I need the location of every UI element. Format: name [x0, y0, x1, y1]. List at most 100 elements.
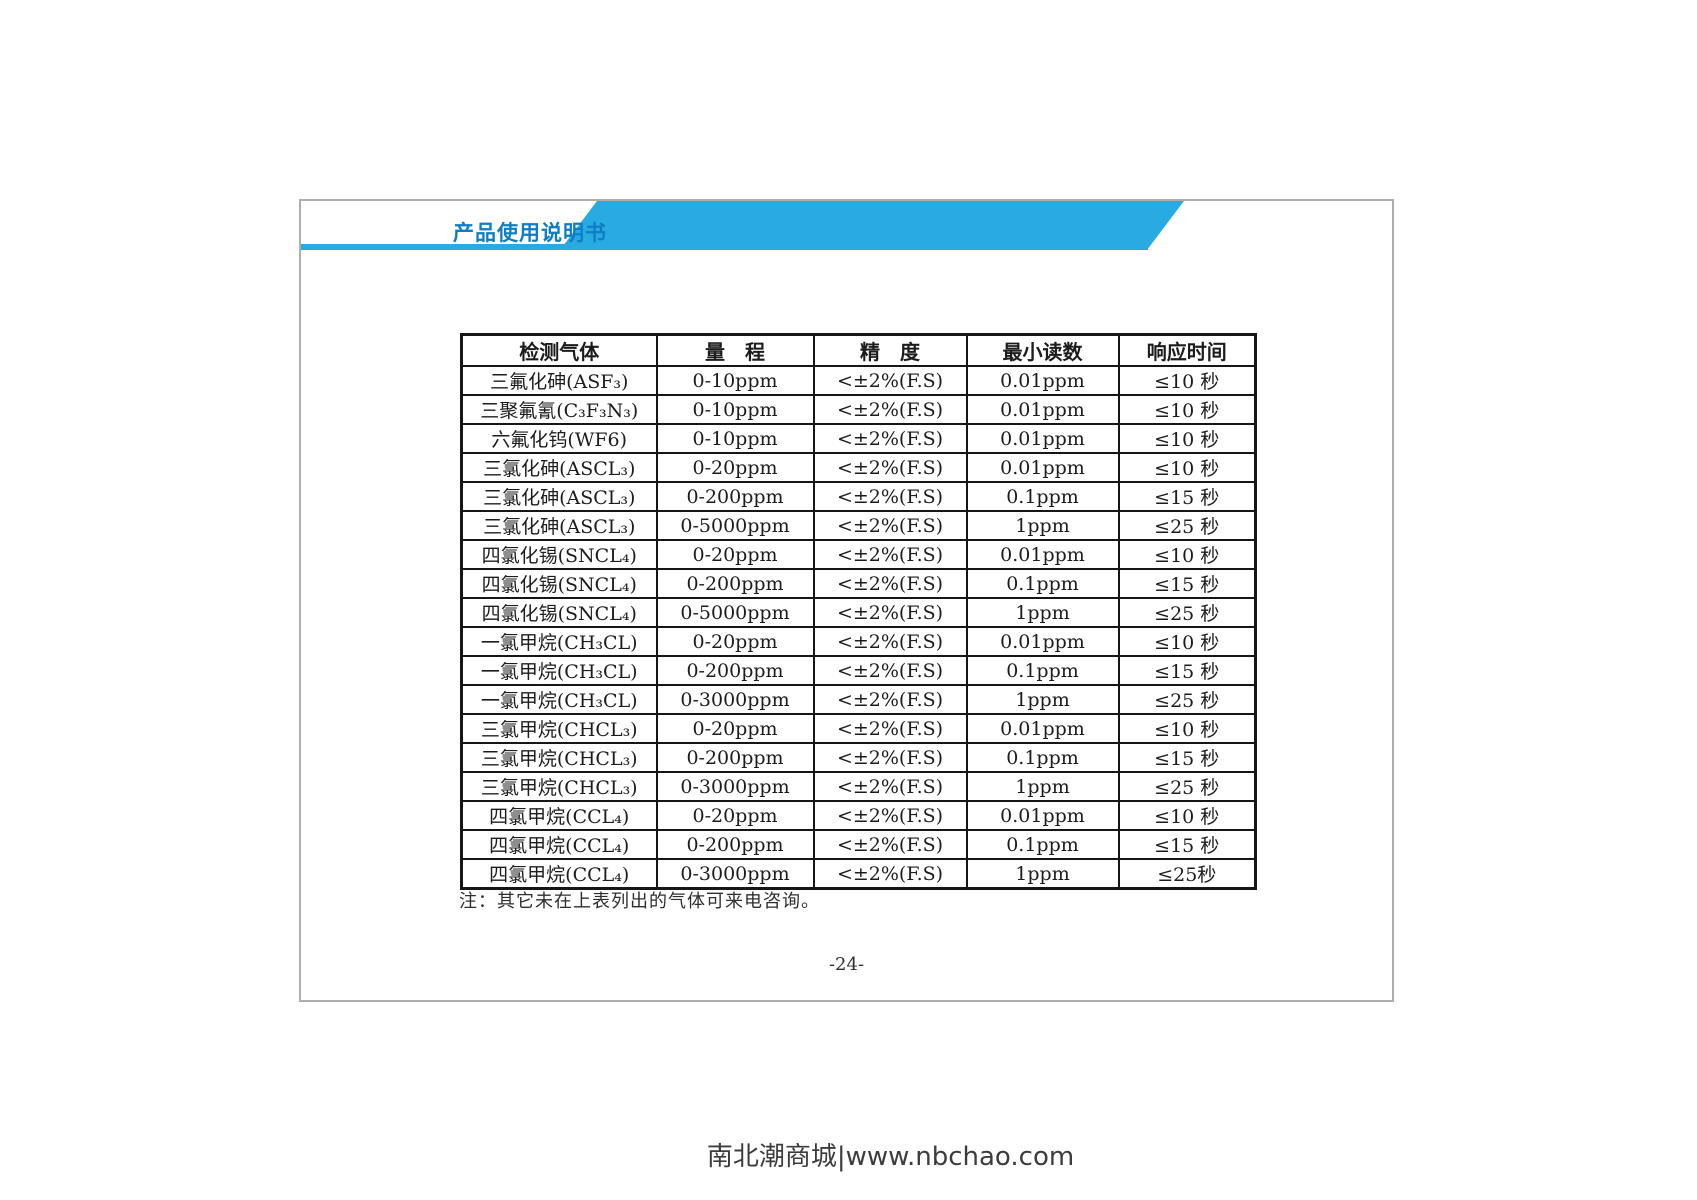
table-cell: 一氯甲烷(CH₃CL) [460, 684, 658, 715]
table-cell: 三聚氟氰(C₃F₃N₃) [460, 394, 658, 425]
table-row: 四氯甲烷(CCL₄) 0-200ppm <±2%(F.S) 0.1ppm ≤15 秒 [460, 829, 1257, 860]
table-cell: ≤10 秒 [1117, 800, 1257, 831]
table-cell: 0-200ppm [655, 655, 815, 686]
table-row: 三氟化砷(ASF₃) 0-10ppm <±2%(F.S) 0.01ppm ≤10 秒 [460, 365, 1257, 396]
table-cell: 1ppm [965, 858, 1120, 890]
table-cell: <±2%(F.S) [812, 829, 968, 860]
table-cell: <±2%(F.S) [812, 452, 968, 483]
col-header-precision: 精 度 [812, 333, 968, 367]
table-row: 三氯化砷(ASCL₃) 0-20ppm <±2%(F.S) 0.01ppm ≤10 秒 [460, 452, 1257, 483]
table-cell: 0-200ppm [655, 568, 815, 599]
table-row: 三聚氟氰(C₃F₃N₃) 0-10ppm <±2%(F.S) 0.01ppm ≤10 秒 [460, 394, 1257, 425]
table-cell: 0.1ppm [965, 481, 1120, 512]
table-cell: 0-20ppm [655, 539, 815, 570]
table-cell: 三氯甲烷(CHCL₃) [460, 742, 658, 773]
table-cell: <±2%(F.S) [812, 771, 968, 802]
page-title: 产品使用说明书 [453, 222, 607, 245]
table-row: 六氟化钨(WF6) 0-10ppm <±2%(F.S) 0.01ppm ≤10 秒 [460, 423, 1257, 454]
table-cell: 0.01ppm [965, 539, 1120, 570]
table-cell: 0.1ppm [965, 568, 1120, 599]
table-cell: <±2%(F.S) [812, 568, 968, 599]
table-cell: 六氟化钨(WF6) [460, 423, 658, 454]
table-cell: 0-20ppm [655, 626, 815, 657]
table-cell: 0-3000ppm [655, 684, 815, 715]
table-cell: 1ppm [965, 510, 1120, 541]
table-row: 一氯甲烷(CH₃CL) 0-20ppm <±2%(F.S) 0.01ppm ≤10 秒 [460, 626, 1257, 657]
table-cell: 三氯化砷(ASCL₃) [460, 481, 658, 512]
table-cell: 四氯化锡(SNCL₄) [460, 568, 658, 599]
table-cell: 0-10ppm [655, 365, 815, 396]
table-row: 三氯甲烷(CHCL₃) 0-200ppm <±2%(F.S) 0.1ppm ≤15 秒 [460, 742, 1257, 773]
table-cell: ≤25 秒 [1117, 597, 1257, 628]
col-header-min-reading: 最小读数 [965, 333, 1120, 367]
gas-spec-table: 检测气体 量 程 精 度 最小读数 响应时间 三氟化砷(ASF₃) 0-10ppm… [460, 333, 1257, 890]
table-cell: 1ppm [965, 771, 1120, 802]
table-row: 一氯甲烷(CH₃CL) 0-3000ppm <±2%(F.S) 1ppm ≤25 秒 [460, 684, 1257, 715]
table-cell: 0-200ppm [655, 829, 815, 860]
table-cell: ≤10 秒 [1117, 626, 1257, 657]
table-cell: 0.01ppm [965, 626, 1120, 657]
table-cell: 三氯甲烷(CHCL₃) [460, 771, 658, 802]
table-cell: ≤25 秒 [1117, 510, 1257, 541]
table-cell: 四氯甲烷(CCL₄) [460, 800, 658, 831]
table-cell: 0-20ppm [655, 452, 815, 483]
table-cell: ≤25 秒 [1117, 684, 1257, 715]
table-cell: ≤15 秒 [1117, 829, 1257, 860]
table-cell: <±2%(F.S) [812, 858, 968, 890]
table-cell: <±2%(F.S) [812, 800, 968, 831]
table-cell: <±2%(F.S) [812, 713, 968, 744]
table-cell: 0-10ppm [655, 423, 815, 454]
page-number: -24- [828, 954, 865, 975]
table-note: 注：其它未在上表列出的气体可来电咨询。 [459, 891, 820, 912]
table-cell: ≤15 秒 [1117, 655, 1257, 686]
table-cell: 三氟化砷(ASF₃) [460, 365, 658, 396]
table-cell: 0.1ppm [965, 742, 1120, 773]
table-cell: 四氯化锡(SNCL₄) [460, 539, 658, 570]
table-cell: 0.1ppm [965, 655, 1120, 686]
table-cell: ≤25秒 [1117, 858, 1257, 890]
table-cell: ≤10 秒 [1117, 423, 1257, 454]
table-cell: 0.01ppm [965, 800, 1120, 831]
table-cell: 0-20ppm [655, 800, 815, 831]
table-cell: <±2%(F.S) [812, 742, 968, 773]
table-cell: ≤15 秒 [1117, 742, 1257, 773]
document-page: 产品使用说明书 检测气体 量 程 精 度 最小读数 响应时间 三氟化砷(ASF₃… [299, 199, 1394, 1002]
table-cell: 1ppm [965, 597, 1120, 628]
table-cell: ≤15 秒 [1117, 568, 1257, 599]
watermark-footer: 南北潮商城|www.nbchao.com [706, 1142, 1075, 1172]
table-row: 四氯化锡(SNCL₄) 0-200ppm <±2%(F.S) 0.1ppm ≤15 秒 [460, 568, 1257, 599]
table-cell: 一氯甲烷(CH₃CL) [460, 626, 658, 657]
table-cell: 0-20ppm [655, 713, 815, 744]
table-cell: 四氯甲烷(CCL₄) [460, 829, 658, 860]
table-cell: ≤10 秒 [1117, 713, 1257, 744]
table-cell: 0-10ppm [655, 394, 815, 425]
table-cell: ≤15 秒 [1117, 481, 1257, 512]
table-cell: 0.01ppm [965, 365, 1120, 396]
table-cell: <±2%(F.S) [812, 655, 968, 686]
table-row: 四氯甲烷(CCL₄) 0-20ppm <±2%(F.S) 0.01ppm ≤10 秒 [460, 800, 1257, 831]
table-cell: <±2%(F.S) [812, 481, 968, 512]
table-cell: ≤10 秒 [1117, 539, 1257, 570]
table-cell: 三氯化砷(ASCL₃) [460, 510, 658, 541]
table-cell: 0-5000ppm [655, 510, 815, 541]
table-cell: 0-3000ppm [655, 858, 815, 890]
table-cell: 四氯化锡(SNCL₄) [460, 597, 658, 628]
table-cell: 1ppm [965, 684, 1120, 715]
table-row: 四氯化锡(SNCL₄) 0-5000ppm <±2%(F.S) 1ppm ≤25 秒 [460, 597, 1257, 628]
table-cell: 0.01ppm [965, 423, 1120, 454]
table-cell: 0-200ppm [655, 742, 815, 773]
table-cell: 0-3000ppm [655, 771, 815, 802]
table-cell: <±2%(F.S) [812, 539, 968, 570]
table-cell: 0-5000ppm [655, 597, 815, 628]
table-cell: <±2%(F.S) [812, 365, 968, 396]
table-row: 四氯化锡(SNCL₄) 0-20ppm <±2%(F.S) 0.01ppm ≤10 秒 [460, 539, 1257, 570]
table-cell: <±2%(F.S) [812, 423, 968, 454]
table-cell: 一氯甲烷(CH₃CL) [460, 655, 658, 686]
table-cell: <±2%(F.S) [812, 684, 968, 715]
spec-table-body: 三氟化砷(ASF₃) 0-10ppm <±2%(F.S) 0.01ppm ≤10 秒三聚… [460, 365, 1257, 890]
table-cell: ≤10 秒 [1117, 452, 1257, 483]
table-cell: <±2%(F.S) [812, 510, 968, 541]
table-row: 三氯甲烷(CHCL₃) 0-3000ppm <±2%(F.S) 1ppm ≤25 秒 [460, 771, 1257, 802]
table-row: 三氯化砷(ASCL₃) 0-5000ppm <±2%(F.S) 1ppm ≤25 秒 [460, 510, 1257, 541]
